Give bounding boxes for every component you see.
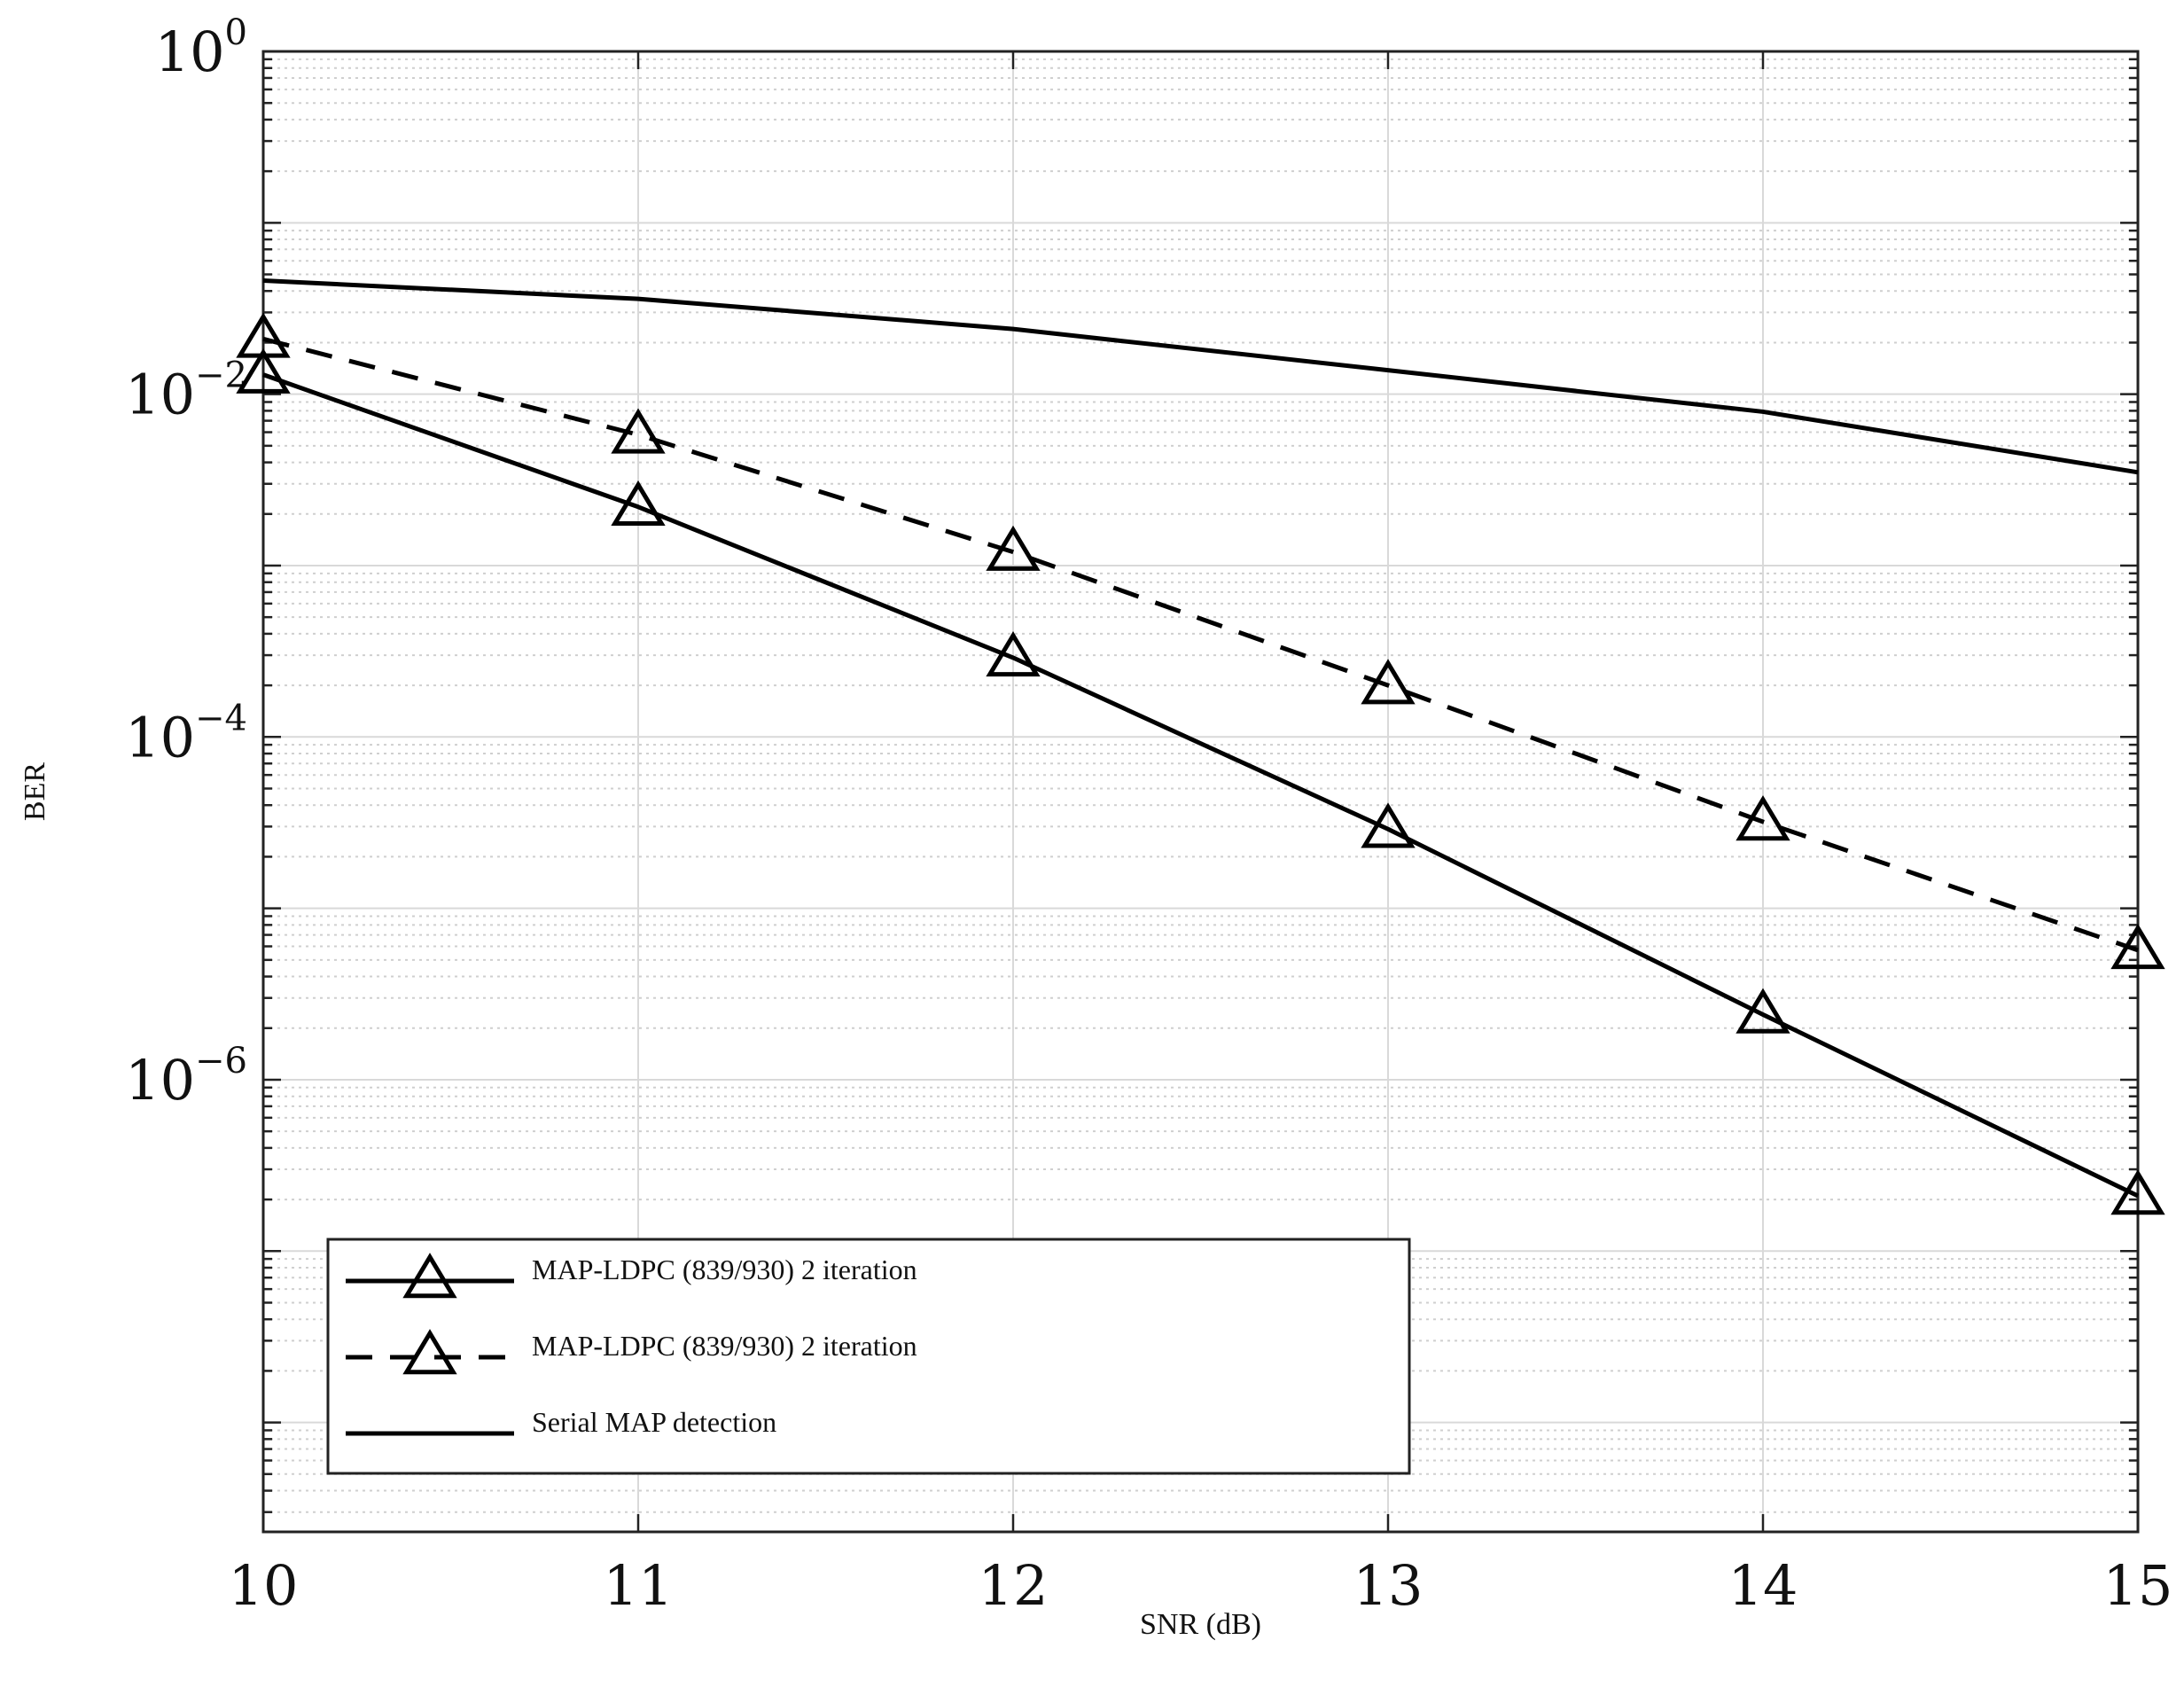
data-point-marker <box>611 480 666 527</box>
y-axis-label: BER <box>19 762 51 821</box>
legend-marker-sample <box>402 1253 457 1299</box>
legend-marker-sample <box>402 1329 457 1375</box>
data-point-marker <box>2110 923 2165 970</box>
axis-labels: SNR (dB) BER <box>19 762 1261 1641</box>
x-tick-label: 14 <box>1728 1553 1798 1618</box>
legend: MAP-LDPC (839/930) 2 iteration MAP-LDPC (… <box>326 1238 1411 1475</box>
data-point-marker <box>1361 659 1416 705</box>
plot-frame <box>261 50 2140 1534</box>
series-1 <box>236 348 2165 1215</box>
x-tick-label: 12 <box>979 1553 1049 1618</box>
data-point-marker <box>611 408 666 454</box>
x-tick-label: 13 <box>1353 1553 1424 1618</box>
axes: 10 11 12 13 14 15 100 10−2 10−4 10−6 <box>125 12 2172 1618</box>
x-tick-label: 15 <box>2103 1553 2173 1618</box>
legend-entry-label: MAP-LDPC (839/930) 2 iteration <box>532 1330 917 1362</box>
x-tick-label: 11 <box>604 1553 674 1618</box>
data-point-marker <box>1736 988 1790 1034</box>
y-tick-label: 10−6 <box>125 1041 247 1113</box>
series-group <box>236 278 2165 1215</box>
y-tick-label: 10−2 <box>125 355 247 427</box>
legend-entry-label: Serial MAP detection <box>532 1406 776 1438</box>
data-point-marker <box>2110 1169 2165 1215</box>
data-point-marker <box>986 631 1041 677</box>
series-line <box>262 336 2139 953</box>
series-line <box>262 278 2139 475</box>
y-tick-label: 10−4 <box>125 698 247 769</box>
data-point-marker <box>986 525 1041 571</box>
data-point-marker <box>236 312 291 358</box>
series-3 <box>262 278 2139 475</box>
x-axis-label: SNR (dB) <box>1140 1608 1261 1641</box>
data-point-marker <box>1361 802 1416 848</box>
series-line <box>262 372 2140 1199</box>
series-2 <box>236 312 2165 970</box>
x-tick-label: 10 <box>229 1553 299 1618</box>
y-tick-label: 100 <box>155 12 247 84</box>
data-point-marker <box>236 348 291 394</box>
legend-entry-label: MAP-LDPC (839/930) 2 iteration <box>532 1254 917 1285</box>
data-point-marker <box>1736 795 1790 841</box>
